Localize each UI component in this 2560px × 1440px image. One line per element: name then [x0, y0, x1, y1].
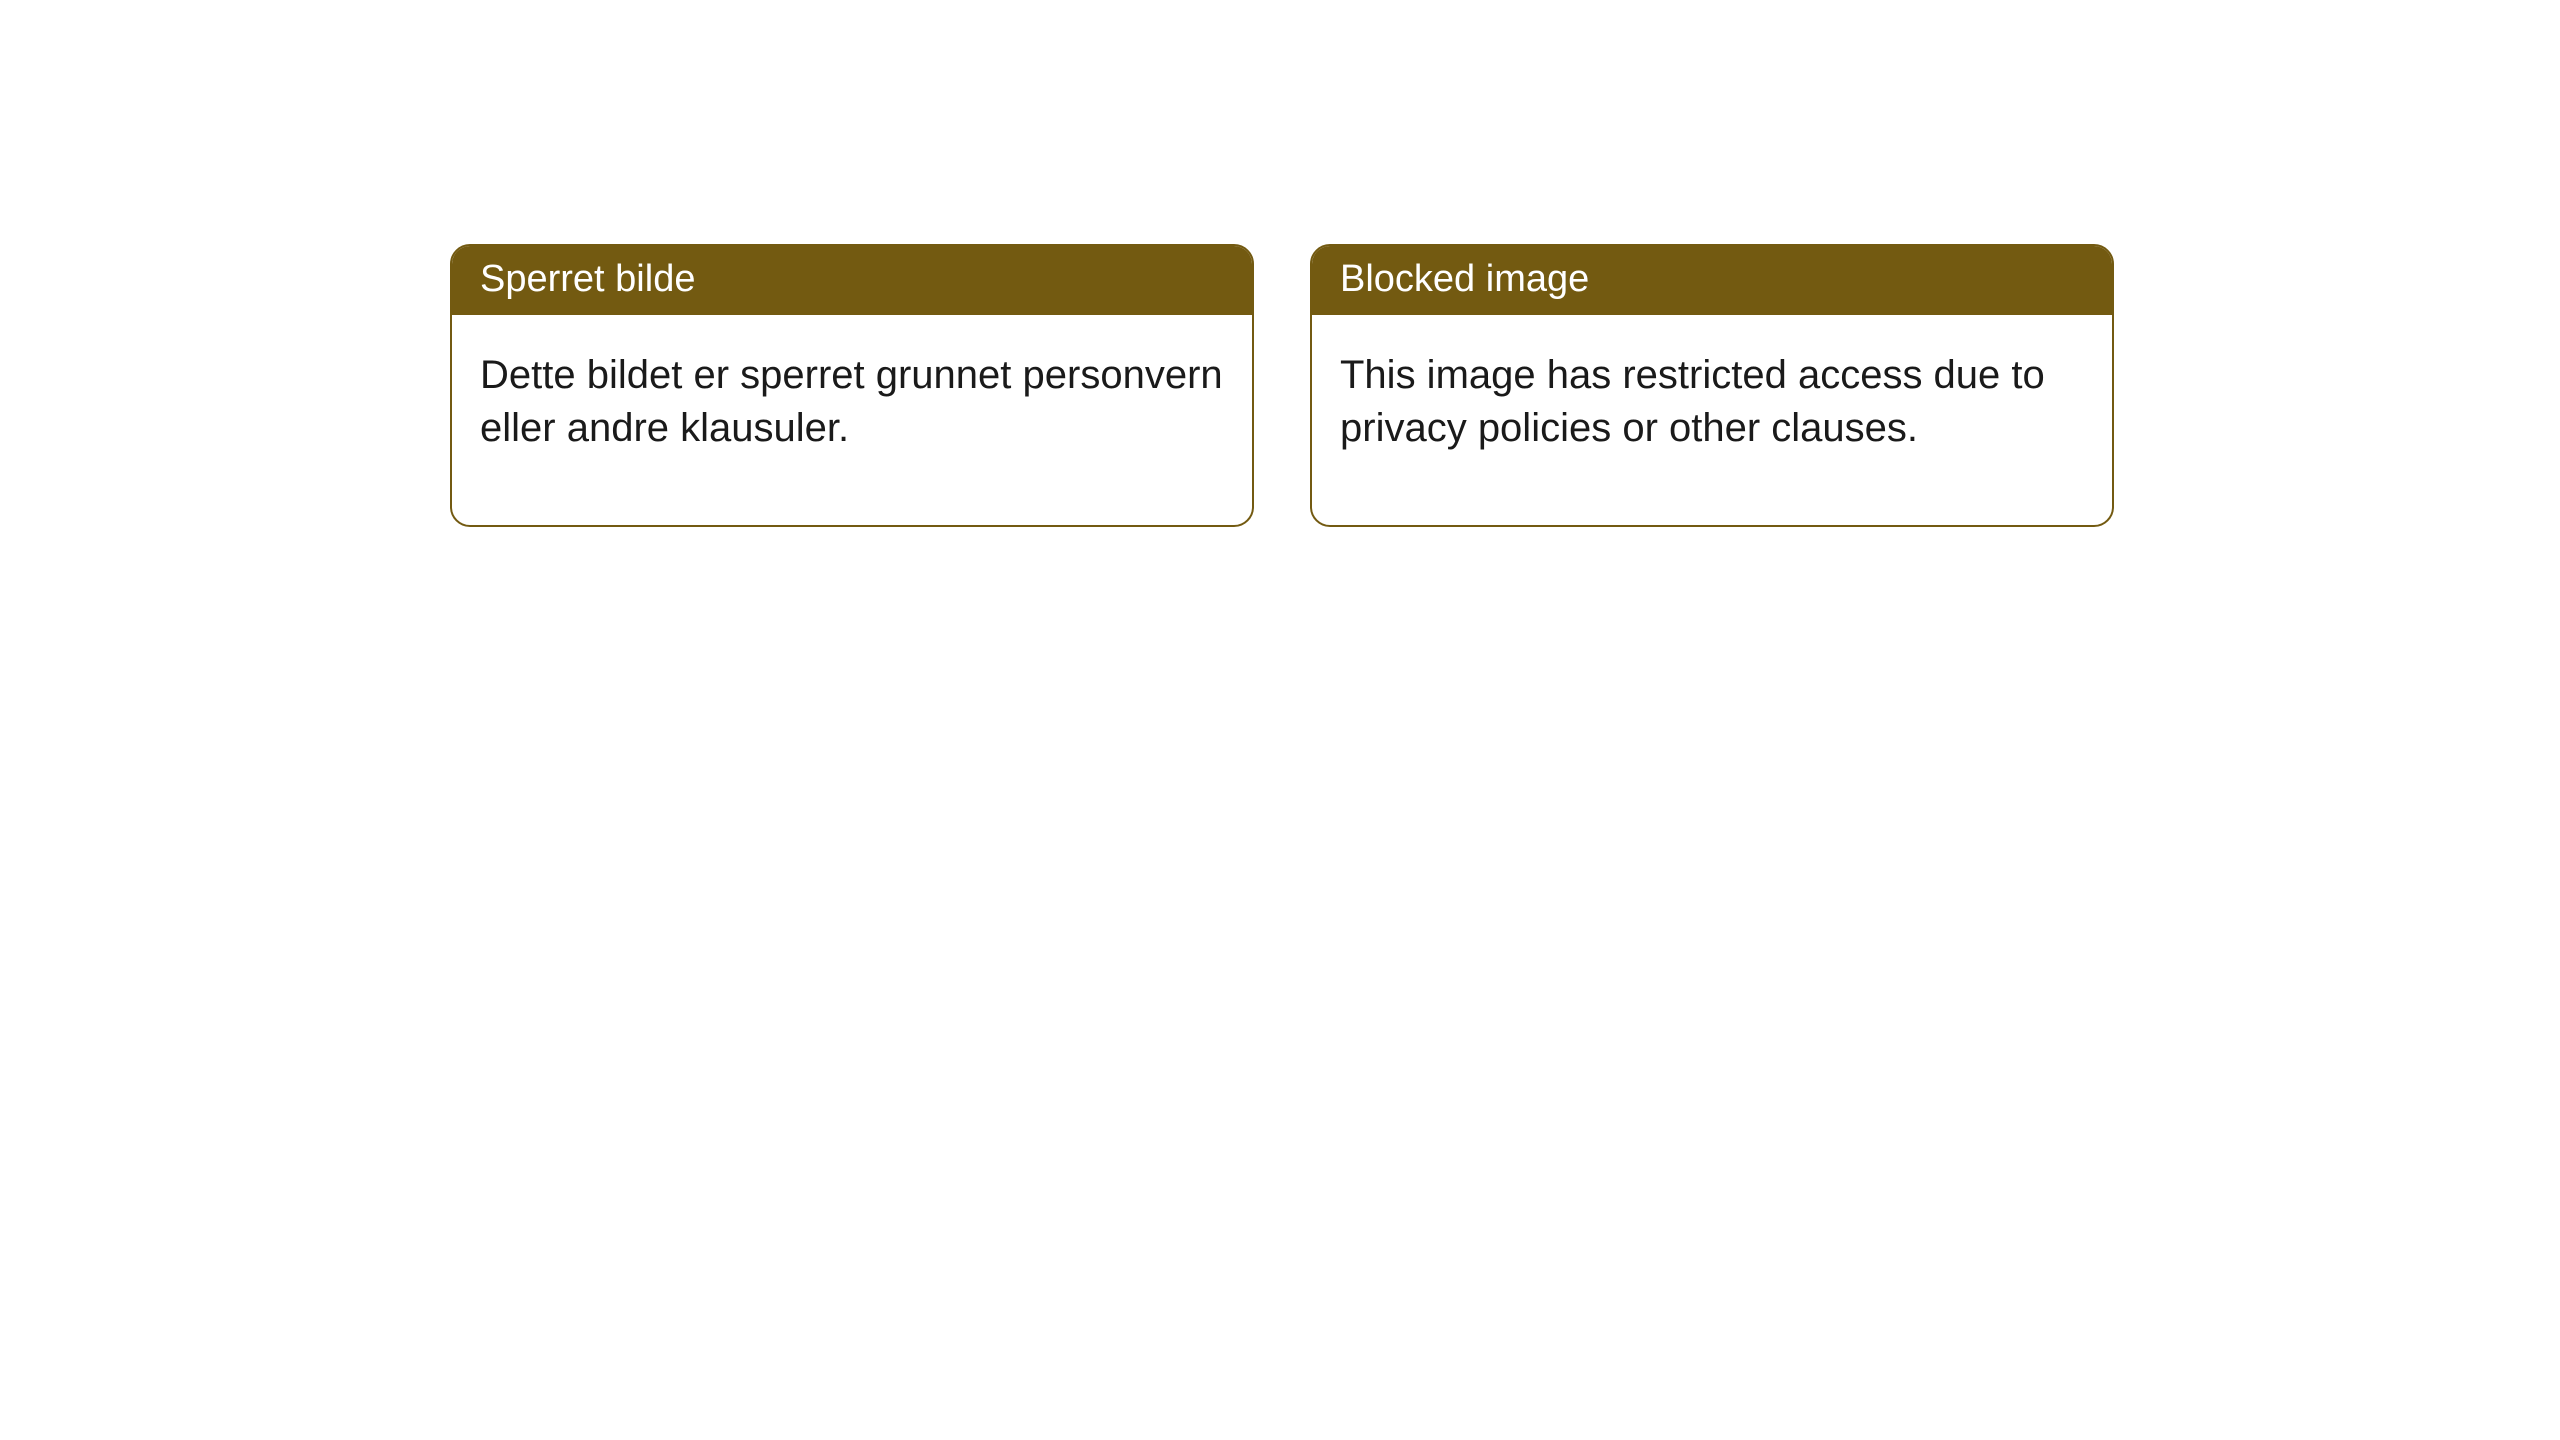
blocked-image-notices: Sperret bilde Dette bildet er sperret gr…	[450, 244, 2114, 527]
notice-title-english: Blocked image	[1312, 246, 2112, 315]
notice-body-english: This image has restricted access due to …	[1312, 315, 2112, 525]
notice-card-english: Blocked image This image has restricted …	[1310, 244, 2114, 527]
notice-card-norwegian: Sperret bilde Dette bildet er sperret gr…	[450, 244, 1254, 527]
notice-body-norwegian: Dette bildet er sperret grunnet personve…	[452, 315, 1252, 525]
notice-title-norwegian: Sperret bilde	[452, 246, 1252, 315]
